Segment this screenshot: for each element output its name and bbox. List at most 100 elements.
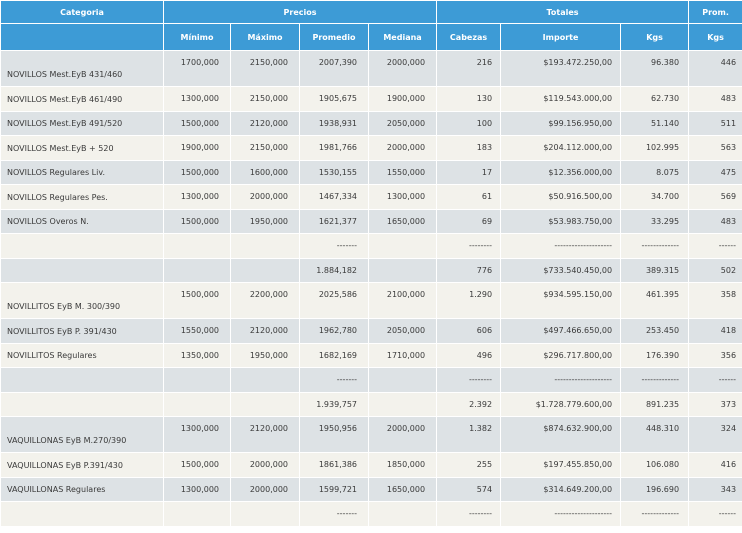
cell-mediana	[367, 501, 438, 527]
cell-kgs: 33.295	[620, 208, 690, 234]
table-row: NOVILLITOS Regulares 1350,000 1950,000 1682…	[0, 342, 742, 368]
cell-promedio: 2007,390	[299, 50, 369, 87]
cell-kgs: 62.730	[620, 86, 690, 112]
cell-minimo: 1500,000	[163, 208, 231, 234]
cell-mediana: 1650,000	[367, 208, 438, 234]
cell-minimo	[163, 233, 231, 259]
cell-kgs: 34.700	[620, 184, 690, 210]
cell-maximo	[230, 367, 300, 393]
cell-prom-kgs: 356	[688, 342, 742, 368]
header-importe: Importe	[500, 23, 622, 51]
cell-prom-kgs: 343	[688, 476, 742, 502]
cell-kgs: 448.310	[620, 416, 690, 453]
cell-cabezas: 130	[436, 86, 502, 112]
header-minimo: Mínimo	[163, 23, 231, 51]
header-mediana: Mediana	[367, 23, 438, 51]
cell-minimo: 1300,000	[163, 184, 231, 210]
cell-mediana	[367, 257, 438, 283]
cell-kgs: 51.140	[620, 110, 690, 136]
cell-promedio: 1938,931	[299, 110, 369, 136]
cell-kgs: 176.390	[620, 342, 690, 368]
table-row: VAQUILLONAS Regulares 1300,000 2000,000 159…	[0, 476, 742, 502]
table-row: NOVILLOS Mest.EyB 461/490 1300,000 2150,00…	[0, 86, 742, 112]
cell-maximo	[230, 233, 300, 259]
cell-prom-kgs: ------	[688, 233, 742, 259]
cell-kgs: -------------	[620, 501, 690, 527]
cell-minimo: 1500,000	[163, 110, 231, 136]
cell-prom-kgs: 483	[688, 208, 742, 234]
cell-cabezas: 1.290	[436, 282, 502, 319]
table-row: NOVILLOS Mest.EyB + 520 1900,000 2150,000 1…	[0, 135, 742, 161]
cell-categoria: VAQUILLONAS EyB P.391/430	[0, 452, 164, 478]
cell-categoria	[0, 233, 164, 259]
cell-prom-kgs: 418	[688, 318, 742, 344]
cell-prom-kgs: 446	[688, 50, 742, 87]
cell-importe: $733.540.450,00	[500, 257, 622, 283]
cell-minimo: 1350,000	[163, 342, 231, 368]
cell-mediana	[367, 367, 438, 393]
cell-mediana: 2000,000	[367, 416, 438, 453]
cell-promedio: -------	[299, 367, 369, 393]
cell-maximo: 2150,000	[230, 50, 300, 87]
cell-promedio: 1962,780	[299, 318, 369, 344]
cell-prom-kgs: 475	[688, 159, 742, 185]
cell-categoria: NOVILLITOS EyB P. 391/430	[0, 318, 164, 344]
sub-header-row: Mínimo Máximo Promedio Mediana Cabezas I…	[0, 23, 742, 51]
table-row: NOVILLOS Mest.EyB 431/460 1700,000 2150,00…	[0, 50, 742, 87]
cell-mediana: 1650,000	[367, 476, 438, 502]
cell-mediana: 2050,000	[367, 110, 438, 136]
cell-categoria: NOVILLOS Mest.EyB 461/490	[0, 86, 164, 112]
cell-categoria	[0, 391, 164, 417]
cell-prom-kgs: 502	[688, 257, 742, 283]
cell-mediana	[367, 391, 438, 417]
cell-importe: $874.632.900,00	[500, 416, 622, 453]
cell-minimo: 1500,000	[163, 282, 231, 319]
cell-importe: $193.472.250,00	[500, 50, 622, 87]
header-kgs: Kgs	[620, 23, 690, 51]
cell-kgs: 102.995	[620, 135, 690, 161]
table-row: NOVILLOS Regulares Liv. 1500,000 1600,000 1…	[0, 159, 742, 185]
cell-prom-kgs: 416	[688, 452, 742, 478]
cell-cabezas: --------	[436, 367, 502, 393]
cell-importe: $53.983.750,00	[500, 208, 622, 234]
cell-categoria: NOVILLOS Regulares Pes.	[0, 184, 164, 210]
cell-cabezas: 69	[436, 208, 502, 234]
header-prom-kgs: Kgs	[688, 23, 742, 51]
header-categoria: Categoria	[0, 0, 164, 24]
table-body: NOVILLOS Mest.EyB 431/460 1700,000 2150,00…	[0, 50, 742, 527]
cell-minimo: 1300,000	[163, 86, 231, 112]
table-row: NOVILLOS Mest.EyB 491/520 1500,000 2120,00…	[0, 110, 742, 136]
cell-promedio: 1.884,182	[299, 257, 369, 283]
cell-categoria	[0, 257, 164, 283]
cell-mediana: 2100,000	[367, 282, 438, 319]
cell-maximo	[230, 391, 300, 417]
cell-prom-kgs: 373	[688, 391, 742, 417]
cell-kgs: 253.450	[620, 318, 690, 344]
cell-maximo: 2000,000	[230, 452, 300, 478]
cell-promedio: 1981,766	[299, 135, 369, 161]
cell-importe: $50.916.500,00	[500, 184, 622, 210]
cell-cabezas: 2.392	[436, 391, 502, 417]
cell-importe: $204.112.000,00	[500, 135, 622, 161]
cell-promedio: 1621,377	[299, 208, 369, 234]
cell-mediana: 1850,000	[367, 452, 438, 478]
cell-cabezas: 17	[436, 159, 502, 185]
cell-promedio: 1950,956	[299, 416, 369, 453]
cell-promedio: -------	[299, 233, 369, 259]
header-totales: Totales	[436, 0, 690, 24]
separator-row: ------- -------- -------------------- -----…	[0, 233, 742, 259]
cell-prom-kgs: ------	[688, 367, 742, 393]
cell-categoria	[0, 367, 164, 393]
cell-minimo: 1500,000	[163, 159, 231, 185]
cell-cabezas: 216	[436, 50, 502, 87]
cell-promedio: 1682,169	[299, 342, 369, 368]
header-precios: Precios	[162, 0, 438, 24]
cell-categoria: VAQUILLONAS EyB M.270/390	[0, 416, 164, 453]
cell-mediana	[367, 233, 438, 259]
cell-promedio: 2025,586	[299, 282, 369, 319]
cell-maximo: 2150,000	[230, 135, 300, 161]
cell-minimo	[163, 367, 231, 393]
cell-importe: $12.356.000,00	[500, 159, 622, 185]
cell-importe: $296.717.800,00	[500, 342, 622, 368]
group-header-row: Categoria Precios Totales Prom.	[0, 0, 742, 24]
